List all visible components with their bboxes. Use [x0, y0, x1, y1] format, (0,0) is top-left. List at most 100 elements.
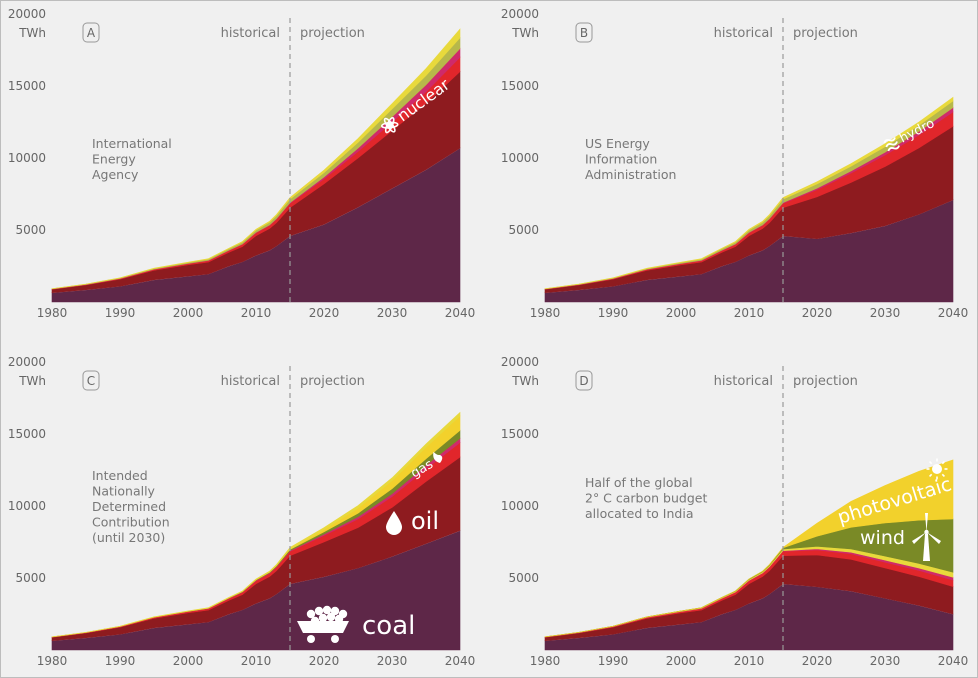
atom-icon-orbit: [383, 117, 396, 133]
x-tick-label: 1980: [530, 654, 561, 668]
x-tick-label: 2040: [938, 654, 969, 668]
projection-label: projection: [300, 374, 365, 389]
x-tick-label: 2010: [734, 654, 765, 668]
flame-icon: [433, 451, 443, 463]
y-unit-label: TWh: [511, 374, 539, 388]
historical-label: historical: [714, 26, 773, 41]
x-tick-label: 2010: [734, 306, 765, 320]
area-series-solar: [544, 459, 954, 638]
wind-big-label: wind: [860, 527, 905, 549]
x-tick-label: 2020: [309, 654, 340, 668]
x-tick-label: 2020: [802, 306, 833, 320]
cart-wheel: [331, 635, 339, 643]
x-tick-label: 2040: [445, 306, 476, 320]
x-tick-label: 1990: [105, 654, 136, 668]
y-tick-label: 5000: [15, 571, 46, 585]
atom-icon: [380, 116, 399, 134]
annotation-line: 2° C carbon budget: [585, 491, 707, 506]
y-tick-label: 20000: [8, 7, 46, 21]
sun-icon: [926, 458, 948, 480]
panel-letter-box: [575, 22, 593, 43]
water-icon-wave: [883, 137, 896, 144]
x-tick-label: 1990: [598, 654, 629, 668]
x-tick-label: 1980: [37, 306, 68, 320]
y-tick-label: 10000: [8, 499, 46, 513]
x-tick-label: 2010: [241, 654, 272, 668]
annotation-line: allocated to India: [585, 506, 693, 521]
turbine-blade: [912, 532, 927, 544]
projection-label: projection: [793, 374, 858, 389]
historical-label: historical: [221, 26, 280, 41]
x-tick-label: 2040: [445, 654, 476, 668]
wind-turbine-icon: [912, 513, 941, 561]
y-tick-label: 10000: [501, 151, 539, 165]
sun-icon-ray: [929, 473, 933, 477]
chart-panel-a: 5000 10000 15000 20000 TWh 1980 1990 2000 2010 20…: [8, 7, 475, 320]
y-tick-label: 20000: [8, 355, 46, 369]
coal-big-label: coal: [297, 605, 415, 643]
x-tick-label: 2010: [241, 306, 272, 320]
atom-icon-orbit: [384, 116, 395, 134]
area-series-hydro: [544, 96, 954, 290]
annotation-line: Energy: [92, 152, 136, 167]
panel-letter: A: [87, 26, 96, 40]
water-icon-wave: [887, 145, 900, 152]
x-tick-label: 2040: [938, 306, 969, 320]
x-tick-label: 1990: [598, 306, 629, 320]
annotation-line: Half of the global: [585, 475, 693, 490]
atom-icon-orbit: [380, 121, 399, 129]
historical-label: historical: [714, 374, 773, 389]
coal-lump: [306, 609, 316, 619]
annotation-line: Determined: [92, 499, 166, 514]
y-tick-label: 10000: [8, 151, 46, 165]
area-series-hydro: [51, 411, 461, 638]
coal-lump: [330, 606, 340, 616]
sun-icon-ray: [941, 461, 945, 465]
panel-letter-box: [82, 22, 100, 43]
y-tick-label: 15000: [501, 79, 539, 93]
y-tick-label: 5000: [508, 571, 539, 585]
annotation-line: US Energy: [585, 136, 650, 151]
y-unit-label: TWh: [18, 26, 46, 40]
water-icon-wave: [885, 141, 898, 148]
annotation-line: Information: [585, 152, 657, 167]
cart-wheel: [307, 635, 315, 643]
x-tick-label: 2030: [377, 654, 408, 668]
y-tick-label: 20000: [501, 7, 539, 21]
coal-lump: [318, 613, 328, 623]
y-tick-label: 15000: [501, 427, 539, 441]
x-tick-label: 2020: [802, 654, 833, 668]
x-tick-label: 2020: [309, 306, 340, 320]
x-tick-label: 2000: [173, 654, 204, 668]
y-tick-label: 10000: [501, 499, 539, 513]
droplet-icon: [386, 511, 402, 535]
coal-cart-icon: [297, 605, 349, 643]
panel-letter-box: [575, 370, 593, 391]
historical-label: historical: [221, 374, 280, 389]
x-tick-label: 2000: [666, 306, 697, 320]
projection-label: projection: [300, 26, 365, 41]
coal-lump: [322, 605, 332, 615]
cart-body: [297, 621, 349, 633]
panel-letter-box: [82, 370, 100, 391]
turbine-tower: [923, 534, 930, 561]
water-icon: [883, 137, 900, 152]
annotation-line: Contribution: [92, 515, 170, 530]
oil-big-label: oil: [386, 507, 439, 535]
y-tick-label: 5000: [508, 223, 539, 237]
x-tick-label: 2030: [870, 654, 901, 668]
x-tick-label: 2000: [666, 654, 697, 668]
x-tick-label: 1980: [37, 654, 68, 668]
x-tick-label: 1990: [105, 306, 136, 320]
projection-label: projection: [793, 26, 858, 41]
wind-label-text: wind: [860, 527, 905, 549]
x-tick-label: 2030: [870, 306, 901, 320]
y-tick-label: 5000: [15, 223, 46, 237]
annotation-line: Agency: [92, 167, 139, 182]
sun-icon-ray: [929, 461, 933, 465]
panel-letter: B: [580, 26, 588, 40]
x-tick-label: 2000: [173, 306, 204, 320]
y-tick-label: 15000: [8, 427, 46, 441]
panel-letter: D: [579, 374, 588, 388]
